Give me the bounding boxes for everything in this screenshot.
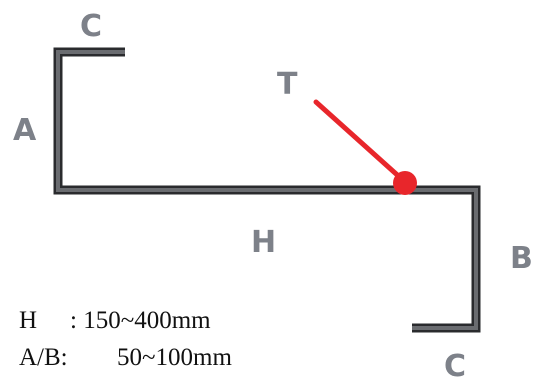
spec-h-range: H : 150~400mm <box>0 283 211 358</box>
spec-ab-range: A/B: 50~100mm <box>0 320 232 381</box>
spec-h-value: : 150~400mm <box>70 307 211 334</box>
label-c-bottom: C <box>444 349 466 381</box>
thickness-pointer-dot <box>393 171 417 195</box>
spec-ab-value: 50~100mm <box>117 344 232 371</box>
label-a: A <box>13 113 37 148</box>
z-profile-inner <box>56 50 478 330</box>
label-b: B <box>510 241 533 276</box>
label-t: T <box>277 67 298 102</box>
label-h: H <box>251 225 276 260</box>
spec-ab-key: A/B: <box>19 344 68 371</box>
label-c-top: C <box>80 9 102 44</box>
spec-h-key: H <box>19 307 38 334</box>
thickness-pointer-line <box>313 99 407 184</box>
